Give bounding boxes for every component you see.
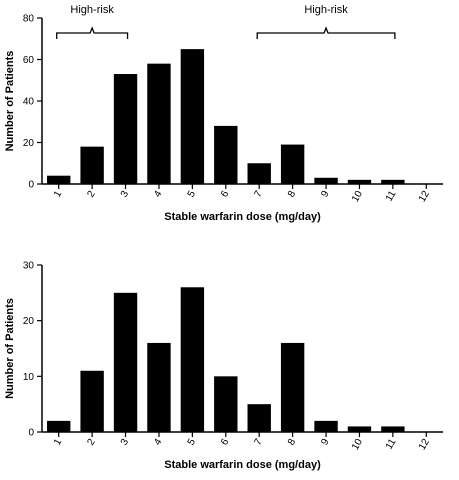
bar-5	[180, 287, 205, 432]
x-tick-label: 11	[384, 437, 399, 452]
bar-4	[147, 63, 171, 184]
bar-11	[381, 179, 405, 184]
y-tick-label: 40	[23, 97, 35, 108]
bar-9	[314, 177, 338, 184]
x-tick-label: 12	[417, 189, 432, 205]
bar-2	[80, 146, 104, 184]
x-tick-label: 12	[417, 437, 432, 453]
x-tick-label: 3	[119, 437, 132, 448]
y-tick-label: 30	[23, 261, 35, 272]
bar-6	[214, 125, 238, 184]
x-tick-label: 7	[252, 437, 265, 448]
y-tick-label: 0	[28, 180, 34, 191]
bracket	[256, 26, 396, 39]
x-tick-label: 1	[52, 189, 65, 200]
y-tick-label: 60	[23, 55, 35, 66]
bar-6	[214, 376, 238, 432]
bar-3	[113, 74, 138, 184]
bar-5	[180, 49, 205, 184]
x-tick-label: 6	[219, 189, 232, 200]
bar-1	[47, 175, 71, 184]
y-tick-label: 20	[23, 138, 35, 149]
x-tick-label: 5	[186, 189, 199, 200]
x-tick-label: 7	[252, 189, 265, 200]
x-tick-label: 8	[286, 189, 299, 200]
bar-8	[280, 342, 305, 432]
bar-8	[280, 144, 305, 184]
x-tick-label: 10	[350, 437, 365, 453]
bar-9	[314, 420, 338, 432]
bar-1	[47, 420, 71, 432]
y-tick-label: 0	[28, 428, 34, 439]
x-tick-label: 2	[85, 189, 98, 200]
x-tick-label: 3	[119, 189, 132, 200]
bar-4	[147, 342, 171, 432]
y-axis-title: Number of Patients	[4, 51, 16, 152]
y-tick-label: 20	[23, 316, 35, 327]
bar-7	[247, 404, 271, 432]
annotation-label: High-risk	[70, 4, 114, 16]
x-tick-label: 5	[186, 437, 199, 448]
x-tick-label: 4	[152, 437, 165, 448]
bar-10	[347, 426, 372, 432]
bracket	[56, 26, 129, 39]
x-tick-label: 8	[286, 437, 299, 448]
bar-2	[80, 370, 104, 432]
x-tick-label: 6	[219, 437, 232, 448]
y-axis-title: Number of Patients	[4, 298, 16, 399]
y-tick-label: 80	[23, 14, 35, 25]
x-tick-label: 4	[152, 189, 165, 200]
bar-10	[347, 179, 372, 184]
y-tick-label: 10	[23, 372, 35, 383]
bar-7	[247, 163, 271, 184]
x-axis-title: Stable warfarin dose (mg/day)	[164, 211, 321, 223]
x-tick-label: 11	[384, 189, 399, 204]
x-tick-label: 1	[52, 437, 65, 448]
x-tick-label: 2	[85, 437, 98, 448]
annotation-label: High-risk	[304, 4, 348, 16]
bar-3	[113, 292, 138, 432]
x-tick-label: 9	[319, 437, 332, 448]
x-axis-title: Stable warfarin dose (mg/day)	[164, 459, 321, 471]
x-tick-label: 9	[319, 189, 332, 200]
x-tick-label: 10	[350, 189, 365, 205]
bar-11	[381, 426, 405, 432]
